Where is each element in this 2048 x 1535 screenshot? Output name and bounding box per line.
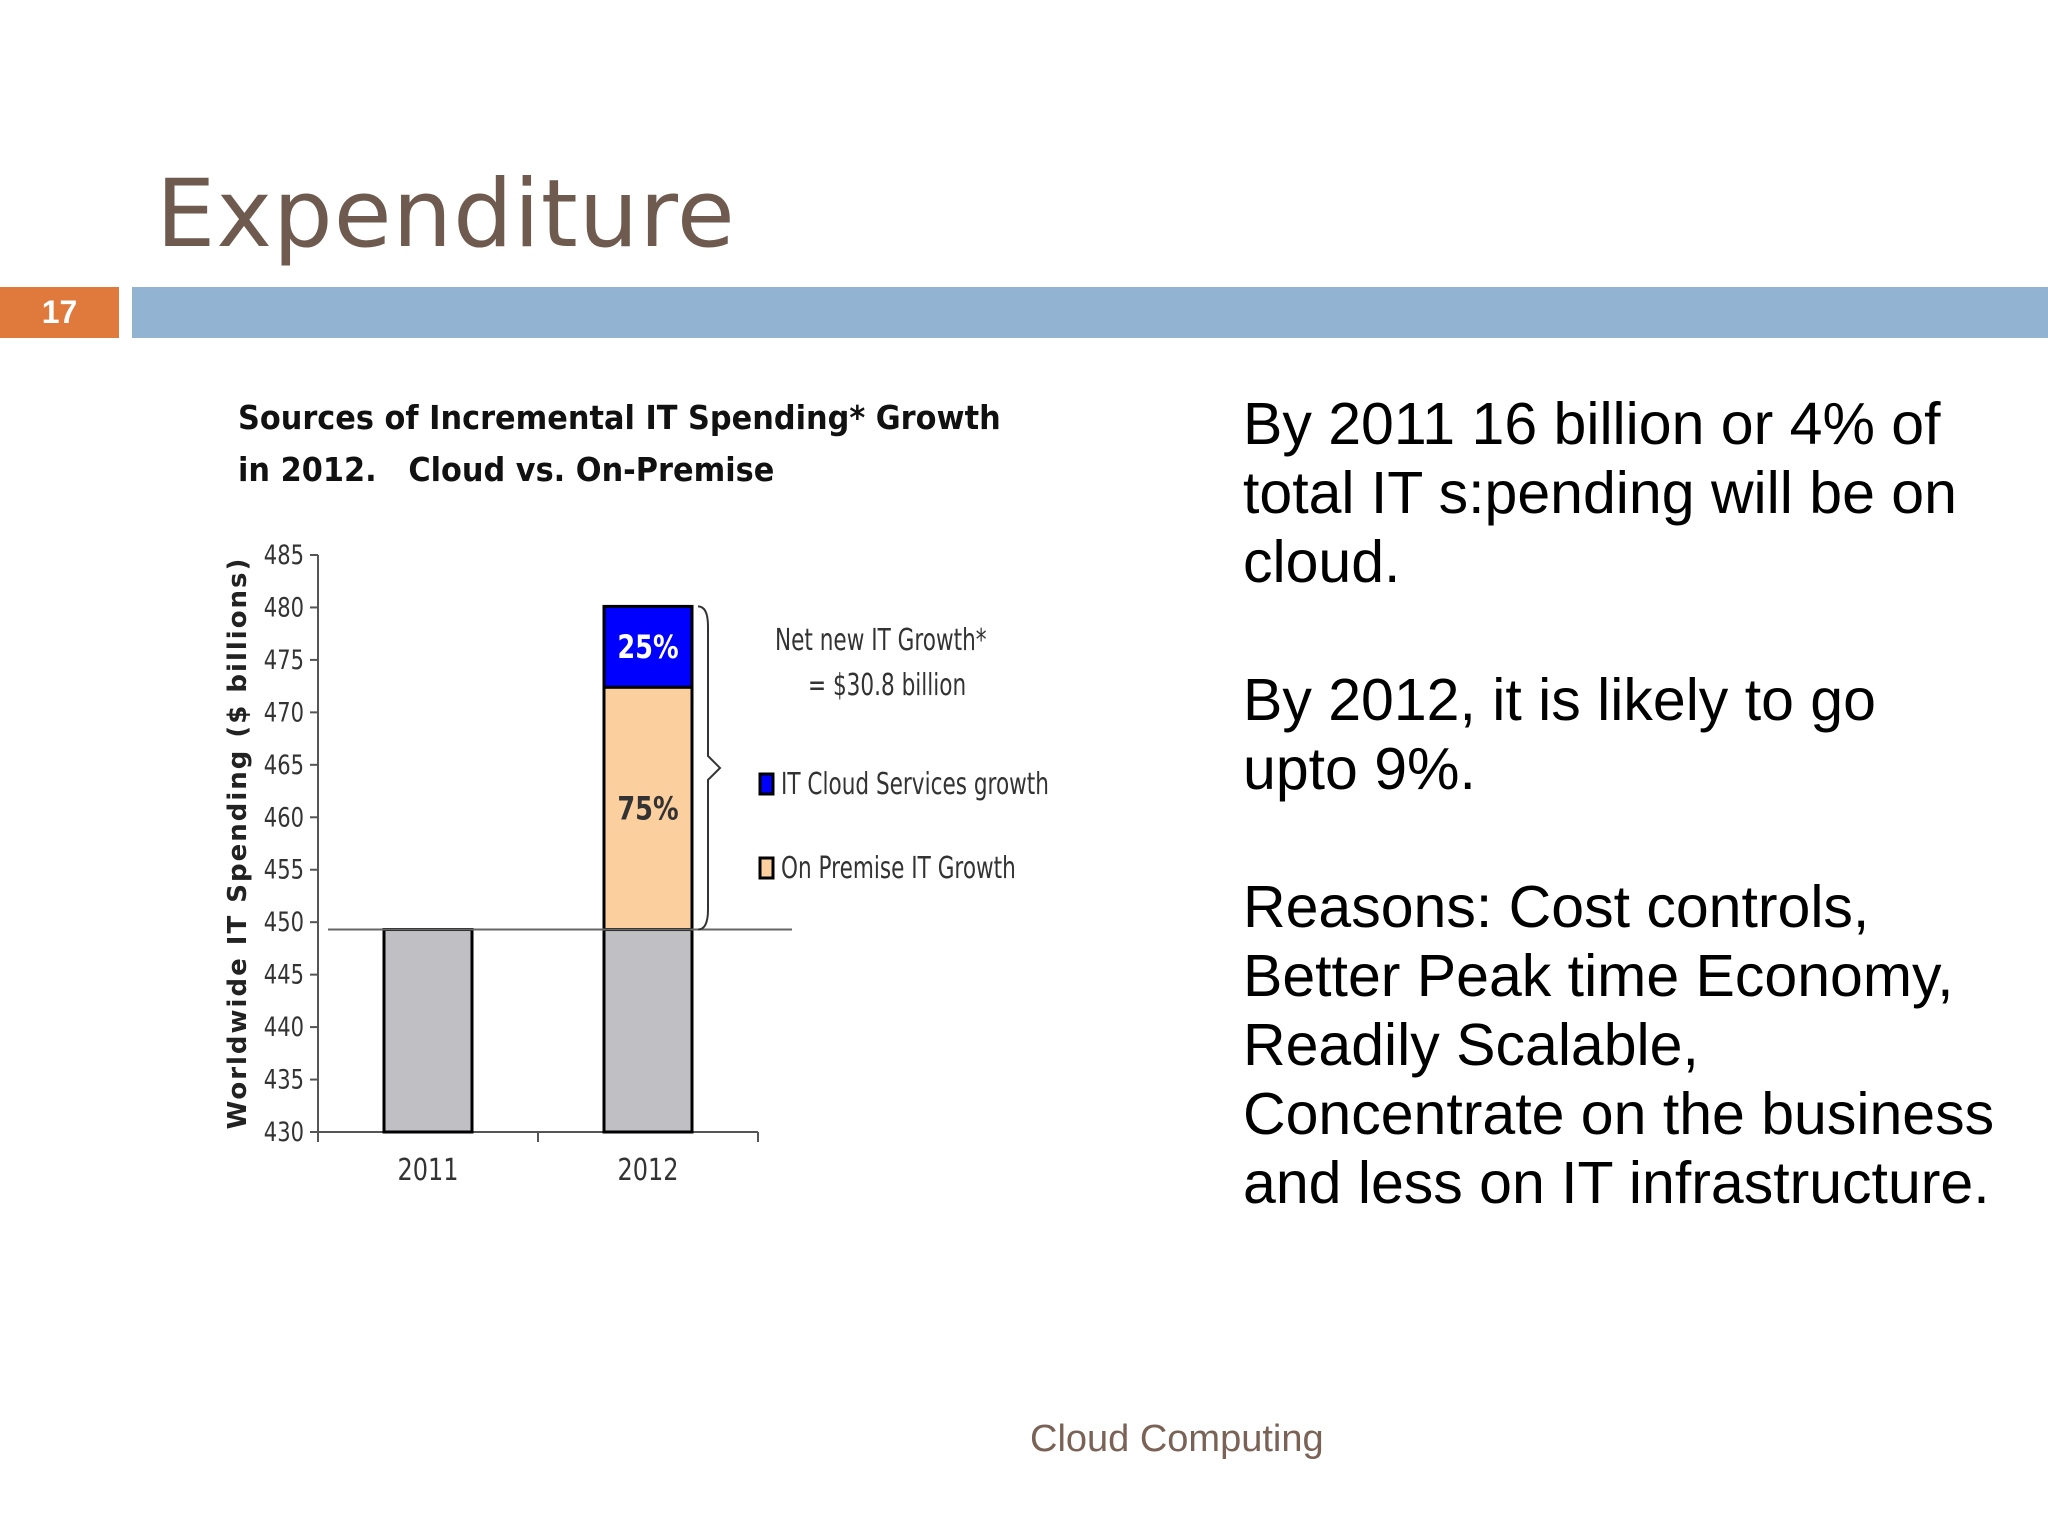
legend-label: On Premise IT Growth [781,852,1016,886]
y-tick-label: 440 [264,1012,304,1043]
y-tick-label: 475 [264,644,304,675]
y-tick-label: 485 [264,539,304,570]
x-tick-label: 2012 [617,1153,678,1187]
bar-segment [382,928,474,1134]
y-axis-label: Worldwide IT Spending ($ billions) [223,557,253,1130]
paragraph-reasons: Reasons: Cost controls, Better Peak time… [1243,874,1995,1216]
y-tick-label: 430 [264,1116,304,1147]
legend-swatch [758,856,775,880]
y-tick-label: 460 [264,802,304,833]
chart-title-line-1: Sources of Incremental IT Spending* Grow… [238,398,1001,437]
body-text: By 2011 16 billion or 4% of total IT s:p… [1243,390,2003,1218]
y-tick-label: 455 [264,854,304,885]
bar-segment [602,928,694,1134]
chart-title: Sources of Incremental IT Spending* Grow… [238,392,1066,496]
y-tick-label: 470 [264,697,304,728]
annotation-net-growth: Net new IT Growth* [775,624,987,658]
bar-data-label: 25% [617,628,678,666]
x-tick-label: 2011 [397,1153,458,1187]
y-tick-label: 465 [264,749,304,780]
annotation-net-growth-value: = $30.8 billion [808,669,966,703]
paragraph-2012-share: By 2012, it is likely to go upto 9%. [1243,667,1876,802]
chart-title-line-2: in 2012. Cloud vs. On-Premise [238,450,775,489]
y-tick-label: 435 [264,1064,304,1095]
bar-data-label: 75% [617,790,678,828]
footer-text: Cloud Computing [1030,1418,1324,1460]
paragraph-2011-share: By 2011 16 billion or 4% of total IT s:p… [1243,391,1957,595]
title-divider-bar [132,287,2048,338]
y-tick-label: 480 [264,592,304,623]
y-tick-label: 450 [264,907,304,938]
legend-label: IT Cloud Services growth [781,768,1049,802]
legend-swatch [758,772,775,796]
y-tick-label: 445 [264,959,304,990]
growth-brace [697,605,722,931]
slide-number: 17 [0,287,119,338]
slide-title: Expenditure [156,160,736,269]
bar-segment [602,604,694,689]
